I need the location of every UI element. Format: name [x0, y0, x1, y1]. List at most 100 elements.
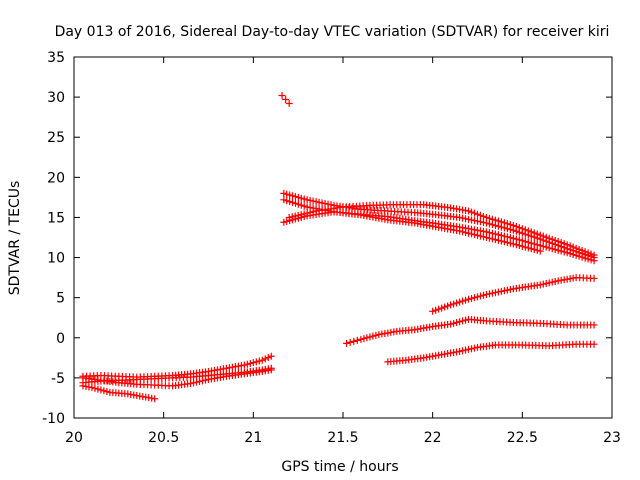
data-point	[554, 246, 562, 254]
data-point	[512, 223, 520, 231]
data-point	[321, 200, 329, 208]
data-point	[533, 246, 541, 254]
data-point	[506, 239, 514, 247]
series-track-e	[278, 92, 293, 108]
data-point	[151, 395, 159, 403]
series-track-i	[285, 201, 598, 259]
data-point	[539, 242, 547, 250]
data-point	[509, 221, 517, 229]
data-point	[297, 211, 305, 219]
data-point	[462, 296, 470, 304]
series-track-d	[79, 382, 159, 403]
x-tick-label: 21.5	[327, 430, 358, 446]
data-point	[515, 242, 523, 250]
data-point	[357, 335, 365, 343]
series-track-l	[384, 340, 598, 366]
data-point	[249, 359, 257, 367]
data-point	[542, 243, 550, 251]
data-point	[450, 319, 458, 327]
x-tick-label: 22	[424, 430, 442, 446]
data-point	[447, 301, 455, 309]
data-point	[509, 240, 517, 248]
data-point	[459, 214, 467, 222]
data-point	[360, 335, 368, 343]
data-point	[533, 230, 541, 238]
data-point	[468, 294, 476, 302]
y-tick-label: -10	[42, 411, 65, 427]
data-point	[196, 377, 204, 385]
data-point	[500, 219, 508, 227]
data-point	[575, 245, 583, 253]
data-point	[497, 237, 505, 245]
data-point	[94, 385, 102, 393]
data-point	[530, 246, 538, 254]
data-point	[491, 216, 499, 224]
data-point	[429, 307, 437, 315]
data-point	[438, 304, 446, 312]
data-point	[476, 218, 484, 226]
data-point	[459, 347, 467, 355]
data-point	[453, 319, 461, 327]
data-point	[485, 234, 493, 242]
data-point	[471, 209, 479, 217]
data-point	[497, 218, 505, 226]
data-point	[500, 287, 508, 295]
series-track-h	[280, 208, 544, 255]
data-point	[366, 333, 374, 341]
data-point	[545, 244, 553, 252]
data-point	[306, 196, 314, 204]
data-point	[497, 287, 505, 295]
data-point	[488, 289, 496, 297]
x-tick-label: 20	[65, 430, 83, 446]
data-point	[485, 290, 493, 298]
data-point	[267, 366, 275, 374]
data-point	[97, 386, 105, 394]
data-point	[468, 208, 476, 216]
data-point	[542, 279, 550, 287]
data-point	[566, 250, 574, 258]
data-point	[255, 357, 263, 365]
data-point	[539, 232, 547, 240]
y-tick-label: 10	[47, 251, 65, 267]
data-point	[482, 234, 490, 241]
data-point	[479, 233, 487, 241]
series-track-a	[79, 352, 275, 381]
x-tick-label: 21	[244, 430, 262, 446]
data-point	[312, 198, 320, 206]
data-point	[590, 321, 598, 329]
y-tick-label: -5	[51, 371, 65, 387]
data-point	[479, 291, 487, 299]
y-tick-label: 35	[47, 50, 65, 66]
y-tick-label: 25	[47, 130, 65, 146]
data-point	[456, 347, 464, 355]
data-point	[557, 247, 565, 255]
data-point	[569, 243, 577, 251]
data-point	[563, 249, 571, 257]
data-point	[566, 242, 574, 250]
data-point	[524, 227, 532, 235]
data-point	[557, 239, 565, 247]
data-point	[459, 317, 467, 325]
data-point	[243, 360, 251, 368]
data-point	[506, 221, 514, 229]
data-point	[581, 254, 589, 262]
data-point	[100, 387, 108, 395]
data-point	[539, 280, 547, 288]
data-point	[482, 213, 490, 221]
data-point	[488, 215, 496, 223]
data-point	[584, 255, 592, 263]
data-point	[456, 318, 464, 326]
data-point	[581, 248, 589, 256]
data-point	[536, 281, 544, 289]
data-point	[500, 238, 508, 246]
data-point	[474, 217, 481, 225]
data-point	[471, 294, 479, 302]
data-point	[350, 337, 358, 345]
data-point	[309, 197, 317, 205]
data-point	[482, 290, 490, 298]
data-point	[476, 292, 484, 300]
data-point	[300, 210, 308, 218]
data-point	[518, 242, 526, 250]
data-point	[258, 356, 266, 364]
